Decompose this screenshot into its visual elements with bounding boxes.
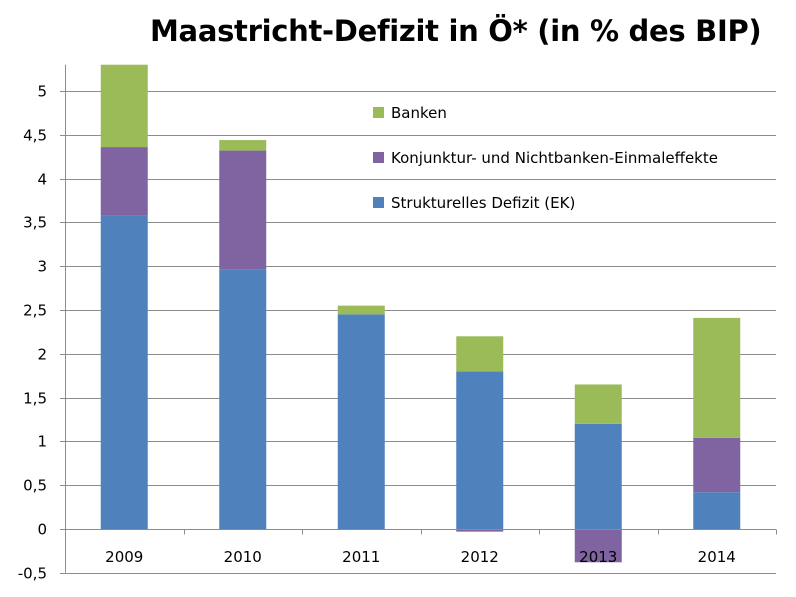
y-tick-label: 4,5 [23,127,47,145]
bar-segment [574,384,622,424]
y-tick-label: 1,5 [23,390,47,408]
y-tick-label: 2,5 [23,302,47,320]
bar-segment [574,423,622,529]
y-tick-label: 3 [37,258,47,276]
bar-segment [574,529,622,563]
bar-segment [456,336,504,372]
bar-segment [100,64,148,148]
gridlines [65,91,776,574]
y-tick-label: 0 [37,521,47,539]
legend-label: Banken [391,104,447,122]
bar-segment [456,371,504,529]
legend-swatch [373,152,384,163]
y-tick-label: 3,5 [23,214,47,232]
bar-segment [219,140,267,151]
legend-swatch [373,107,384,118]
x-tick-label: 2009 [105,548,143,566]
bar-segment [219,269,267,529]
bar-segment [693,317,741,438]
legend-label: Konjunktur- und Nichtbanken-Einmaleffekt… [391,149,718,167]
bar-segment [337,305,385,315]
x-tick-label: 2013 [579,548,617,566]
y-tick-label: 4 [37,171,47,189]
chart-title: Maastricht-Defizit in Ö* (in % des BIP) [150,14,762,48]
y-tick-label: -0,5 [18,565,47,583]
bar-segment [100,147,148,216]
axes: -0,5 0 0,5 1 1,5 2 2,5 3 3,5 4 4,5 5 2009 2010 2011 201… [18,64,777,583]
bar-segment [219,150,267,270]
bar-segment [456,529,504,532]
y-tick-label: 1 [37,433,47,451]
x-tick-label: 2014 [698,548,736,566]
y-tick-label: 0,5 [23,477,47,495]
x-tick-label: 2010 [224,548,262,566]
bar-segment [693,492,741,529]
x-tick-label: 2012 [461,548,499,566]
y-tick-label: 2 [37,346,47,364]
bar-segment [337,314,385,529]
y-tick-label: 5 [37,83,47,101]
legend-label: Strukturelles Defizit (EK) [391,194,575,212]
bar-segment [693,437,741,493]
bars [100,64,741,563]
legend-swatch [373,197,384,208]
legend: Banken Konjunktur- und Nichtbanken-Einmal… [373,104,718,212]
bar-segment [100,215,148,529]
x-tick-label: 2011 [342,548,380,566]
